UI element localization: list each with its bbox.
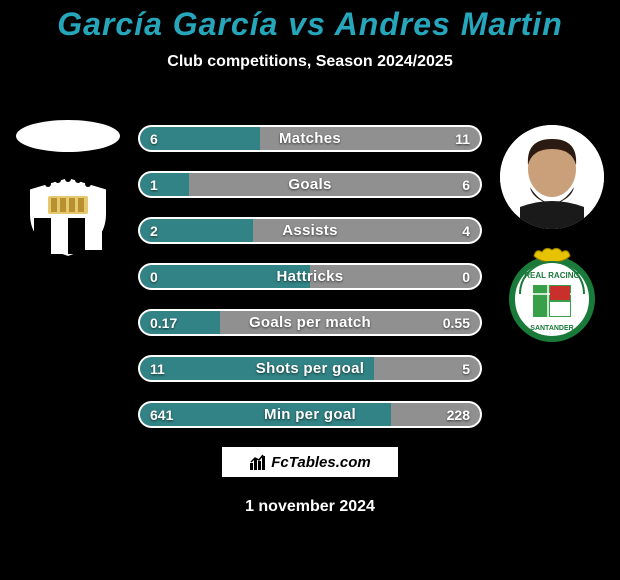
stat-row: 11Shots per goal5 [138,355,482,382]
stat-row: 0Hattricks0 [138,263,482,290]
crest-icon: REAL RACING SANTANDER [502,244,602,344]
player-left-avatar [16,120,120,152]
stat-row: 641Min per goal228 [138,401,482,428]
branding-text: FcTables.com [271,454,370,471]
player-right-column: REAL RACING SANTANDER [492,125,612,337]
page-title: García García vs Andres Martin [0,0,620,43]
stat-label: Min per goal [140,403,480,426]
stat-value-right: 11 [455,127,470,150]
stat-label: Matches [140,127,480,150]
stat-value-right: 4 [462,219,470,242]
person-icon [500,125,604,229]
branding-box: FcTables.com [220,445,400,479]
stat-label: Assists [140,219,480,242]
stat-value-right: 6 [462,173,470,196]
svg-text:SANTANDER: SANTANDER [530,325,573,332]
stat-row: 2Assists4 [138,217,482,244]
stats-bars: 6Matches111Goals62Assists40Hattricks00.1… [138,125,482,447]
chart-icon [249,453,267,471]
stat-row: 0.17Goals per match0.55 [138,309,482,336]
stat-row: 6Matches11 [138,125,482,152]
stat-row: 1Goals6 [138,171,482,198]
stat-label: Goals [140,173,480,196]
stat-value-right: 228 [447,403,470,426]
stat-value-right: 0.55 [443,311,470,334]
shield-icon [18,174,118,260]
stat-value-right: 5 [462,357,470,380]
stat-label: Goals per match [140,311,480,334]
club-left-badge [18,174,118,260]
svg-text:REAL RACING: REAL RACING [524,271,579,280]
player-left-column [8,120,128,260]
club-right-badge: REAL RACING SANTANDER [502,251,602,337]
date-text: 1 november 2024 [0,498,620,516]
stat-label: Hattricks [140,265,480,288]
subtitle: Club competitions, Season 2024/2025 [0,53,620,71]
stat-value-right: 0 [462,265,470,288]
player-right-avatar [500,125,604,229]
stat-label: Shots per goal [140,357,480,380]
